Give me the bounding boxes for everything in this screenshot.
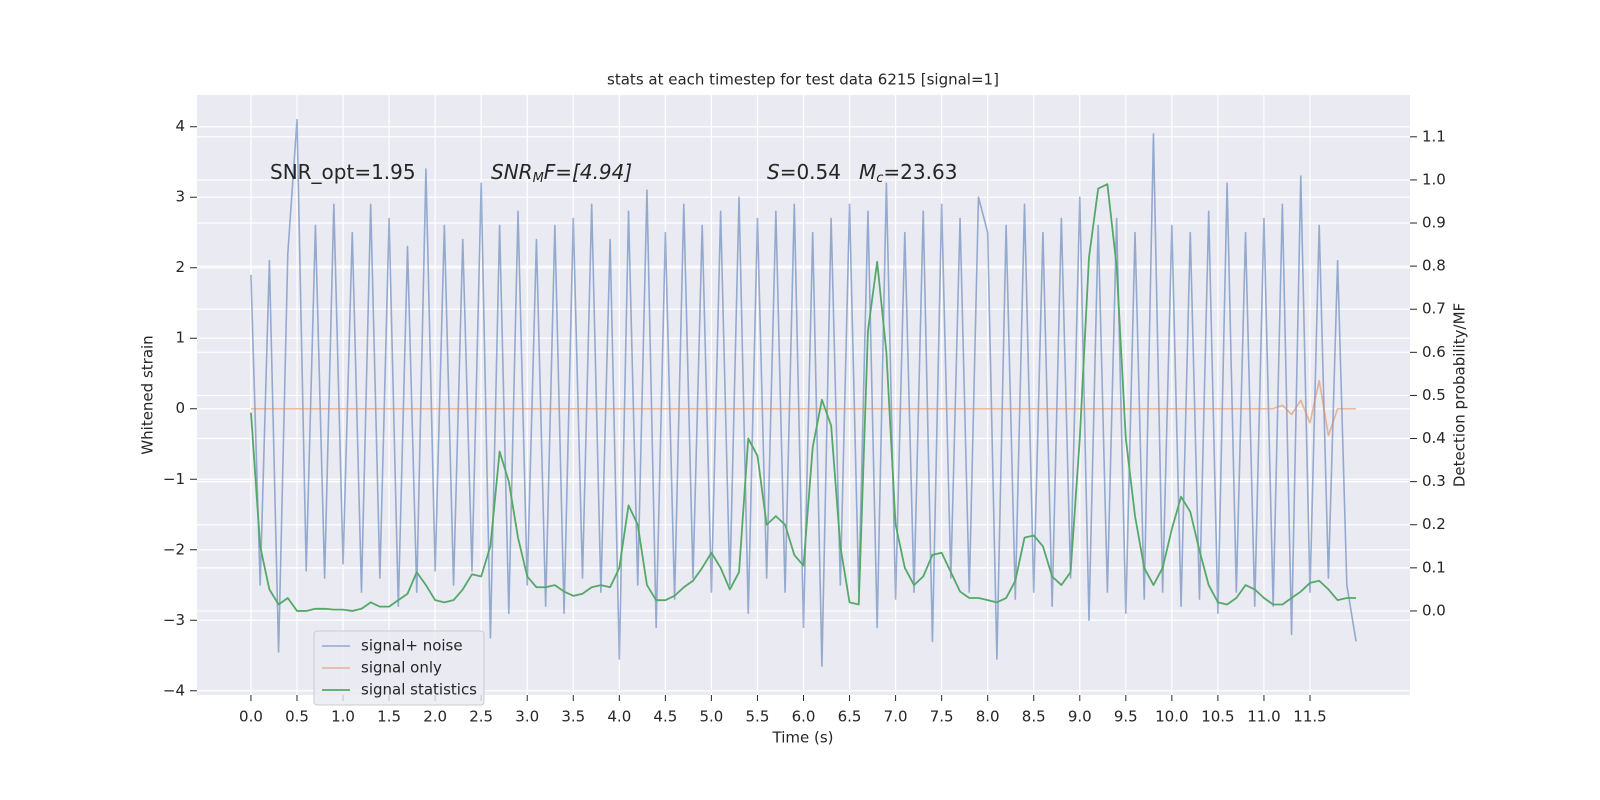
x-tick-label: 4.5: [653, 708, 677, 726]
y-tick-label: −2: [163, 540, 185, 558]
annotation-text: SNR_opt=1.95: [270, 160, 416, 184]
y2-axis-label: Detection probability/MF: [1451, 303, 1469, 487]
annotation: Mc=23.63: [859, 160, 957, 186]
x-tick-label: 0.0: [239, 708, 263, 726]
x-tick-label: 6.5: [838, 708, 862, 726]
y-tick-label: −4: [163, 681, 185, 699]
y-tick-label: −1: [163, 470, 185, 488]
y-tick-label: 1: [175, 329, 185, 347]
legend-label: signal+ noise: [361, 637, 463, 655]
y2-tick-label: 0.4: [1422, 429, 1446, 447]
x-tick-label: 7.0: [884, 708, 908, 726]
grid: 0.0 0.5 1.0 1.5 2.0 2.5 3.0 3.5 4.0 4.5 5.0 5.5 6.0 6…: [163, 95, 1446, 726]
annotation-text: S: [767, 160, 780, 184]
legend-label: signal statistics: [361, 681, 477, 699]
y2-tick-label: 0.2: [1422, 515, 1446, 533]
annotation: S=0.54: [767, 160, 841, 184]
x-tick-label: 3.0: [515, 708, 539, 726]
y2-tick-label: 0.1: [1422, 558, 1446, 576]
annotation-text: M: [533, 171, 544, 186]
y2-tick-label: 0.7: [1422, 300, 1446, 318]
y2-tick-label: 1.0: [1422, 170, 1446, 188]
legend-label: signal only: [361, 659, 442, 677]
annotation: SNR_opt=1.95: [270, 160, 416, 184]
x-tick-label: 6.0: [792, 708, 816, 726]
annotation: SNRMF=[4.94]: [491, 160, 632, 186]
annotation-text: =0.54: [780, 160, 841, 184]
x-tick-label: 0.5: [285, 708, 309, 726]
x-tick-label: 2.5: [469, 708, 493, 726]
y-tick-label: 0: [175, 399, 185, 417]
x-tick-label: 9.0: [1068, 708, 1092, 726]
x-tick-label: 8.0: [976, 708, 1000, 726]
x-tick-label: 4.0: [607, 708, 631, 726]
annotation-text: M: [859, 160, 876, 184]
x-tick-label: 1.0: [331, 708, 355, 726]
x-tick-label: 10.5: [1201, 708, 1234, 726]
y-tick-label: 3: [175, 188, 185, 206]
legend: signal+ noise signal only signal statistic…: [313, 630, 485, 706]
annotation-text: SNR: [491, 160, 533, 184]
y2-tick-label: 0.6: [1422, 343, 1446, 361]
legend-box: [313, 630, 485, 706]
chart-title: stats at each timestep for test data 621…: [607, 71, 999, 89]
x-tick-label: 8.5: [1022, 708, 1046, 726]
series-line: [250, 183, 1357, 612]
x-axis-label: Time (s): [772, 729, 834, 747]
annotation-text: =23.63: [883, 160, 957, 184]
x-tick-label: 11.0: [1247, 708, 1280, 726]
y2-tick-label: 0.3: [1422, 472, 1446, 490]
series-line: [250, 379, 1357, 437]
x-tick-label: 7.5: [930, 708, 954, 726]
y-axis-label: Whitened strain: [139, 335, 157, 454]
y2-tick-label: 0.8: [1422, 257, 1446, 275]
x-tick-label: 2.0: [423, 708, 447, 726]
series-line: [250, 118, 1357, 667]
y2-tick-label: 0.0: [1422, 601, 1446, 619]
x-tick-label: 1.5: [377, 708, 401, 726]
x-tick-label: 5.0: [699, 708, 723, 726]
y2-tick-label: 0.9: [1422, 214, 1446, 232]
x-tick-label: 10.0: [1155, 708, 1188, 726]
x-tick-label: 11.5: [1293, 708, 1326, 726]
series-layer: [250, 118, 1357, 667]
y2-tick-label: 0.5: [1422, 386, 1446, 404]
x-tick-label: 3.5: [561, 708, 585, 726]
x-tick-label: 9.5: [1114, 708, 1138, 726]
annotation-text: F=[4.94]: [544, 160, 632, 184]
x-tick-label: 5.5: [746, 708, 770, 726]
annotation-text: c: [876, 171, 883, 186]
y-tick-label: 4: [175, 117, 185, 135]
y-tick-label: −3: [163, 611, 185, 629]
y2-tick-label: 1.1: [1422, 127, 1446, 145]
y-tick-label: 2: [175, 258, 185, 276]
